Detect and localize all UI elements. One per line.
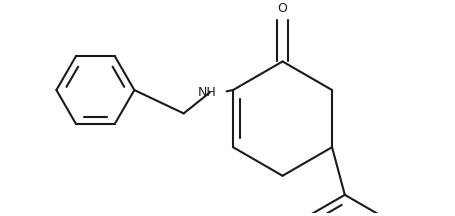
Text: O: O bbox=[277, 2, 287, 15]
Text: NH: NH bbox=[197, 86, 216, 99]
